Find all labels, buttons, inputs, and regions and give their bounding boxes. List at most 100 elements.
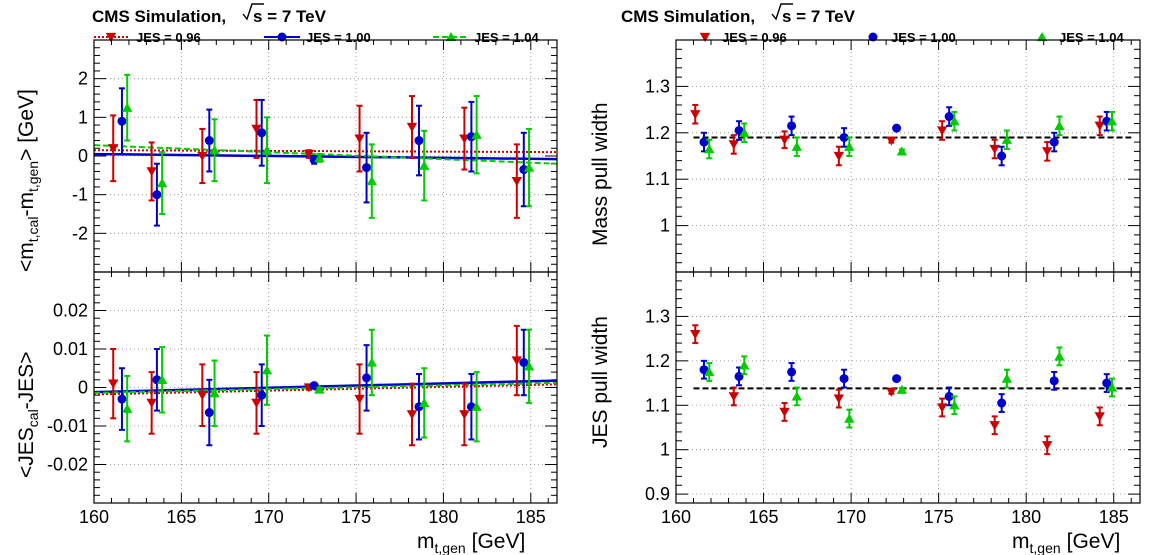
data-point-jes104: [261, 145, 273, 155]
x-tick-label: 180: [428, 507, 458, 527]
data-point-jes100: [117, 116, 127, 126]
x-tick-label: 160: [661, 507, 691, 527]
y-tick-label: 1: [660, 440, 670, 460]
data-point-jes104: [314, 152, 325, 163]
data-point-jes100: [892, 123, 902, 133]
legend-entry-jes096: JES = 0.96: [699, 30, 787, 45]
data-point-jes096: [833, 394, 845, 404]
data-point-jes100: [204, 136, 214, 146]
legend-label: JES = 1.04: [474, 30, 539, 45]
data-point-jes104: [1001, 373, 1013, 383]
data-point-jes096: [511, 356, 523, 366]
x-tick-label: 180: [1011, 507, 1041, 527]
x-tick-label: 175: [924, 507, 954, 527]
data-point-jes104: [1001, 134, 1013, 144]
data-point-jes100: [362, 373, 372, 383]
data-point-jes096: [406, 122, 418, 132]
legend-label: JES = 0.96: [136, 30, 201, 45]
x-tick-label: 165: [749, 507, 779, 527]
data-point-jes096: [728, 392, 739, 402]
data-point-jes096: [511, 176, 523, 187]
data-point-jes096: [146, 398, 157, 408]
y-tick-label: -0.02: [47, 455, 88, 475]
data-point-jes096: [1042, 441, 1053, 451]
data-point-jes096: [197, 151, 208, 161]
series-jes104: [121, 73, 535, 219]
panel-top-left-mass-bias: -2 -1 0 1 2: [72, 39, 558, 273]
legend-marker: [277, 32, 287, 42]
data-point-jes096: [728, 140, 739, 150]
series-jes096: [690, 103, 1105, 167]
data-point-jes100: [519, 165, 529, 175]
data-point-jes104: [704, 144, 715, 154]
y-tick-label: 1: [78, 107, 88, 127]
data-point-jes100: [734, 371, 744, 381]
series-jes096: [108, 95, 523, 219]
data-point-jes096: [989, 421, 1000, 431]
data-point-jes104: [366, 176, 377, 186]
svg-text:mt,gen[GeV]: mt,gen [GeV]: [1012, 530, 1120, 555]
data-point-jes100: [257, 390, 267, 400]
data-point-jes104: [419, 397, 430, 408]
data-point-jes096: [779, 135, 790, 145]
y-tick-label: 1.3: [645, 76, 670, 96]
data-point-jes100: [839, 374, 849, 384]
data-point-jes096: [779, 407, 790, 417]
fit-line-jes104: [93, 381, 558, 394]
data-point-jes100: [699, 365, 709, 375]
y-tick-label: -2: [72, 223, 88, 243]
data-point-jes104: [791, 391, 803, 401]
ylabel-top-left: <mt,cal-mt,gen> [GeV]: [15, 89, 41, 272]
data-point-jes096: [303, 149, 315, 160]
x-tick-label: 185: [1099, 507, 1129, 527]
data-point-jes104: [704, 367, 715, 377]
data-point-jes104: [156, 178, 168, 188]
data-point-jes096: [108, 144, 119, 154]
panel-frame: [93, 271, 558, 504]
legend-marker: [445, 32, 457, 42]
data-point-jes096: [936, 403, 948, 413]
axis-ticks: [93, 39, 557, 273]
data-point-jes104: [844, 413, 855, 423]
y-tick-label: 0: [78, 146, 88, 166]
data-point-jes096: [251, 398, 262, 408]
data-point-jes104: [1054, 120, 1065, 130]
data-point-jes100: [117, 394, 127, 404]
right-sqrt-symbol: [771, 3, 793, 21]
data-point-jes104: [471, 401, 482, 411]
legend-marker: [868, 32, 878, 42]
fit-line-jes096: [93, 149, 558, 154]
y-tick-label: 1.1: [645, 395, 670, 415]
panel-bottom-right-jes-pull-width: 0.9 1 1.1 1.2 1.3 160 165 170 175 180 185: [645, 271, 1141, 527]
axis-ticks: [675, 271, 1140, 504]
data-point-jes104: [1106, 382, 1118, 392]
y-tick-label: -0.01: [47, 416, 88, 436]
data-point-jes100: [466, 132, 476, 142]
left-header: CMS Simulation, s = 7 TeV: [92, 3, 327, 26]
data-point-jes096: [197, 391, 208, 401]
data-point-jes100: [839, 132, 849, 142]
data-point-jes104: [844, 141, 855, 151]
data-point-jes104: [791, 141, 803, 151]
data-point-jes100: [1102, 378, 1112, 388]
data-point-jes100: [997, 151, 1007, 161]
x-tick-label: 170: [254, 507, 284, 527]
y-tick-label: -1: [72, 185, 88, 205]
y-tick-label: 2: [78, 69, 88, 89]
left-title: CMS Simulation,: [92, 7, 226, 26]
data-point-jes104: [523, 162, 535, 172]
y-tick-label: 1.3: [645, 306, 670, 326]
grid-lines: [675, 272, 1140, 503]
data-point-jes104: [121, 403, 133, 413]
data-point-jes100: [204, 408, 214, 418]
y-tick-label: 0.9: [645, 484, 670, 504]
ylabel-bottom-left: <JEScal-JES>: [15, 352, 41, 478]
x-tick-label: 165: [166, 507, 196, 527]
data-point-jes104: [949, 116, 960, 126]
y-tick-label: 1.2: [645, 351, 670, 371]
data-point-jes104: [739, 127, 750, 137]
xlabel-left: mt,gen [GeV]: [417, 530, 525, 555]
data-point-jes096: [886, 136, 897, 146]
fit-line-jes100: [93, 152, 558, 161]
series-jes100: [699, 359, 1112, 413]
